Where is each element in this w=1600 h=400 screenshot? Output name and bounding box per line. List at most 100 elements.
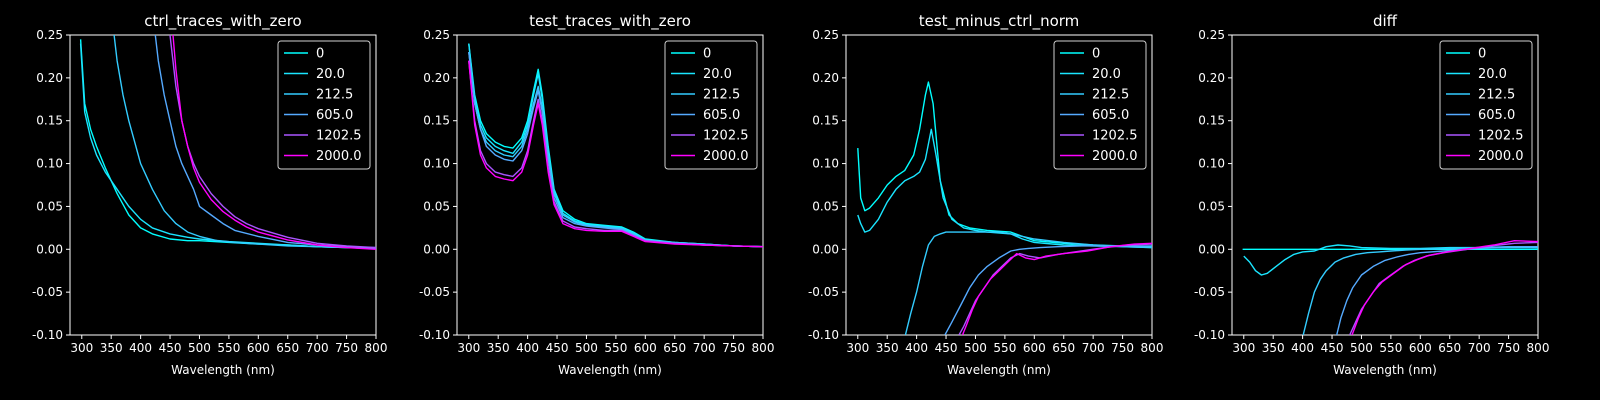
x-tick-label: 800 (365, 341, 388, 355)
x-tick-label: 400 (1291, 341, 1314, 355)
legend-entry: 1202.5 (703, 129, 749, 144)
legend-entry: 1202.5 (316, 129, 362, 144)
y-tick-label: -0.05 (808, 285, 839, 299)
y-tick-label: -0.10 (808, 328, 839, 342)
series-group (1242, 240, 1538, 335)
x-tick-label: 450 (159, 341, 182, 355)
y-tick-label: 0.00 (1198, 242, 1225, 256)
series-line-0 (857, 81, 1152, 248)
y-tick-label: -0.05 (1194, 285, 1225, 299)
series-line-605.0 (944, 245, 1152, 335)
y-tick-label: 0.15 (36, 114, 63, 128)
x-tick-label: 800 (752, 341, 775, 355)
y-tick-label: -0.05 (32, 285, 63, 299)
y-tick-label: 0.10 (812, 157, 839, 171)
legend-entry: 605.0 (1092, 108, 1129, 123)
legend-entry: 2000.0 (1092, 149, 1138, 164)
series-line-20.0 (1243, 244, 1538, 276)
x-tick-label: 450 (1321, 341, 1344, 355)
y-tick-label: 0.10 (1198, 157, 1225, 171)
y-tick-label: -0.10 (32, 328, 63, 342)
y-tick-label: 0.00 (36, 242, 63, 256)
series-line-605.0 (1336, 246, 1538, 335)
y-tick-label: 0.05 (36, 199, 63, 213)
x-tick-label: 450 (935, 341, 958, 355)
series-line-20.0 (79, 43, 376, 250)
legend-entry: 0 (316, 47, 324, 62)
y-tick-label: 0.10 (423, 157, 450, 171)
x-tick-label: 500 (1350, 341, 1373, 355)
x-tick-label: 500 (575, 341, 598, 355)
series-line-2000.0 (1351, 240, 1538, 335)
x-tick-label: 700 (1082, 341, 1105, 355)
y-tick-label: 0.10 (36, 157, 63, 171)
chart-title: test_traces_with_zero (529, 12, 691, 31)
series-line-20.0 (857, 128, 1152, 249)
legend-entry: 605.0 (1478, 108, 1515, 123)
chart-panel-1: ctrl_traces_with_zero 300 350 400 450 500 550 6… (32, 12, 388, 377)
x-tick-label: 750 (1111, 341, 1134, 355)
x-tick-label: 800 (1141, 341, 1164, 355)
legend-entry: 2000.0 (1478, 149, 1524, 164)
chart-panel-2: test_traces_with_zero 300 350 400 450 500 550 6… (419, 12, 775, 377)
x-tick-label: 500 (964, 341, 987, 355)
chart-panel-3: test_minus_ctrl_norm 300 350 400 450 500 550 60… (808, 12, 1164, 377)
x-tick-label: 650 (663, 341, 686, 355)
x-tick-label: 600 (1409, 341, 1432, 355)
y-tick-label: 0.25 (812, 28, 839, 42)
legend-entry: 0 (703, 47, 711, 62)
x-tick-label: 400 (129, 341, 152, 355)
x-tick-label: 300 (70, 341, 93, 355)
series-line-2000.0 (172, 35, 376, 250)
y-tick-label: 0.20 (812, 71, 839, 85)
x-tick-label: 300 (1232, 341, 1255, 355)
y-tick-label: 0.20 (36, 71, 63, 85)
x-tick-label: 800 (1527, 341, 1550, 355)
series-line-2000.0 (468, 60, 763, 248)
legend-entry: 2000.0 (316, 149, 362, 164)
chart-title: diff (1373, 12, 1398, 30)
x-tick-label: 600 (247, 341, 270, 355)
x-tick-label: 750 (335, 341, 358, 355)
x-axis-label: Wavelength (nm) (1333, 363, 1437, 377)
x-axis-label: Wavelength (nm) (558, 363, 662, 377)
y-tick-label: 0.00 (812, 242, 839, 256)
legend-entry: 20.0 (1092, 67, 1121, 82)
legend-entry: 1202.5 (1478, 129, 1524, 144)
legend-entry: 212.5 (1478, 88, 1515, 103)
legend-entry: 1202.5 (1092, 129, 1138, 144)
x-tick-label: 600 (1023, 341, 1046, 355)
x-tick-label: 550 (993, 341, 1016, 355)
y-tick-label: 0.15 (423, 114, 450, 128)
legend: 0 20.0 212.5 605.0 1202.5 2000.0 (664, 40, 758, 170)
x-tick-label: 300 (457, 341, 480, 355)
x-tick-label: 350 (487, 341, 510, 355)
x-tick-label: 550 (1379, 341, 1402, 355)
y-tick-label: 0.05 (1198, 199, 1225, 213)
x-tick-label: 500 (188, 341, 211, 355)
y-tick-label: 0.00 (423, 242, 450, 256)
y-tick-label: 0.25 (36, 28, 63, 42)
y-tick-label: 0.15 (1198, 114, 1225, 128)
x-tick-label: 400 (905, 341, 928, 355)
x-tick-label: 600 (634, 341, 657, 355)
legend-entry: 20.0 (1478, 67, 1507, 82)
y-tick-label: 0.25 (423, 28, 450, 42)
x-tick-label: 350 (100, 341, 123, 355)
legend: 0 20.0 212.5 605.0 1202.5 2000.0 (1053, 40, 1147, 170)
series-group (79, 35, 376, 250)
series-line-212.5 (1302, 246, 1538, 335)
legend-entry: 0 (1478, 47, 1486, 62)
series-group (857, 81, 1152, 335)
y-tick-label: 0.25 (1198, 28, 1225, 42)
y-tick-label: 0.05 (423, 199, 450, 213)
y-tick-label: -0.10 (419, 328, 450, 342)
y-tick-label: 0.15 (812, 114, 839, 128)
chart-title: test_minus_ctrl_norm (919, 12, 1080, 31)
legend-entry: 20.0 (703, 67, 732, 82)
x-tick-label: 750 (722, 341, 745, 355)
x-tick-label: 750 (1497, 341, 1520, 355)
y-tick-label: -0.05 (419, 285, 450, 299)
legend-entry: 212.5 (1092, 88, 1129, 103)
